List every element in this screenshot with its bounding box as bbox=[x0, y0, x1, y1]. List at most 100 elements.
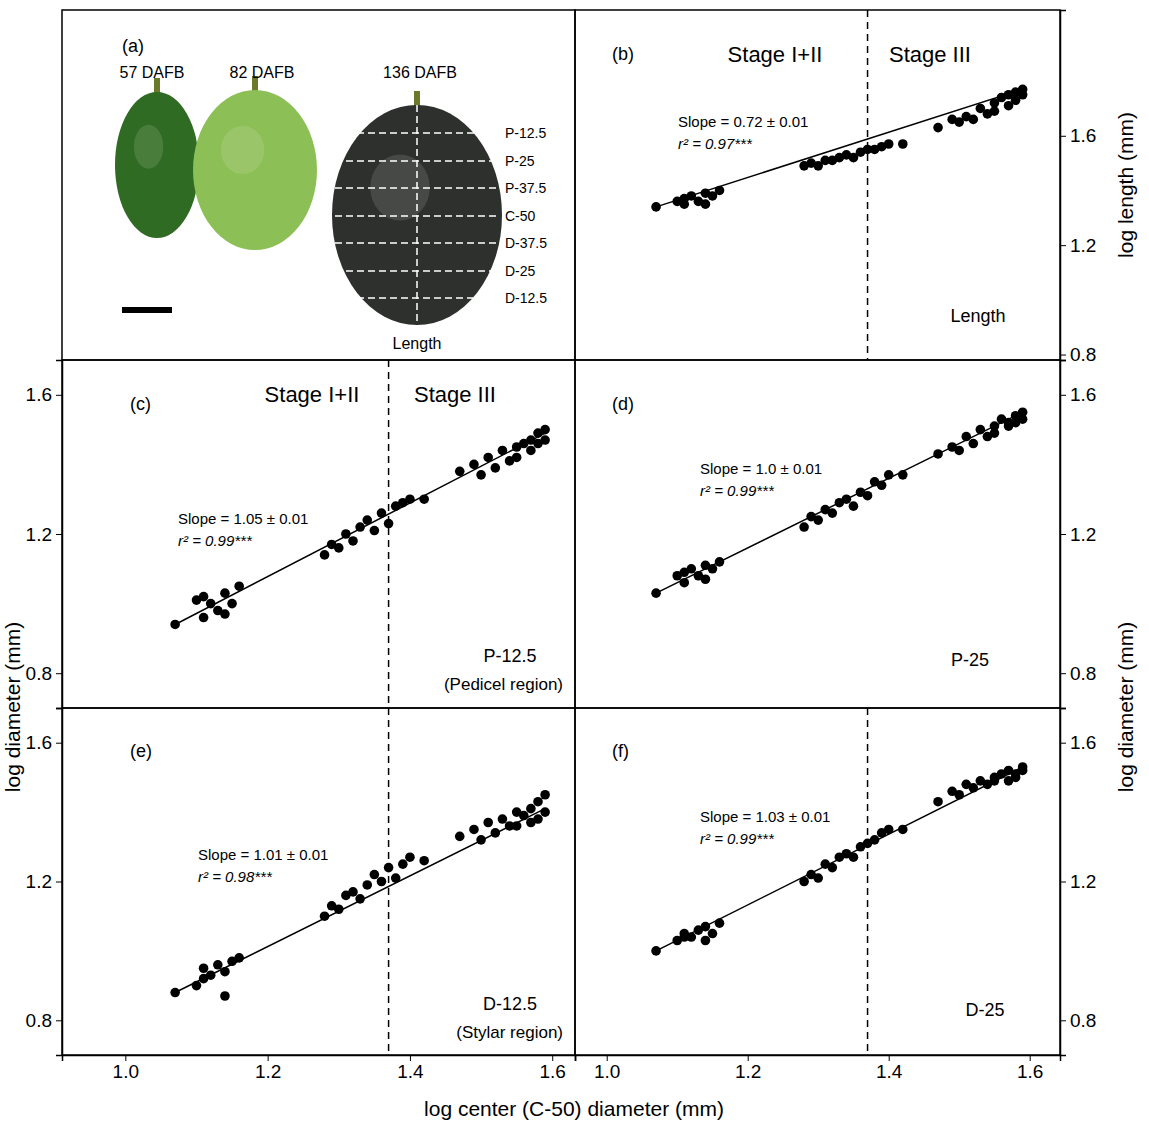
point bbox=[813, 515, 823, 525]
point bbox=[898, 470, 908, 480]
r2-text: r² = 0.97*** bbox=[678, 135, 753, 152]
point bbox=[976, 425, 986, 435]
point bbox=[483, 453, 493, 463]
y-tick-mark bbox=[56, 534, 62, 535]
point bbox=[870, 835, 880, 845]
point bbox=[526, 446, 536, 456]
y-tick: 1.6 bbox=[1060, 125, 1096, 146]
stage-boundary bbox=[388, 708, 390, 1055]
point bbox=[849, 852, 859, 862]
point bbox=[679, 199, 689, 209]
point bbox=[455, 832, 465, 842]
y-tick: 1.2 bbox=[26, 871, 62, 892]
point bbox=[701, 574, 711, 584]
y-tick-mark bbox=[1060, 1020, 1066, 1021]
point bbox=[990, 776, 1000, 786]
point bbox=[708, 929, 718, 939]
point bbox=[701, 199, 711, 209]
panel-label: (a) bbox=[122, 36, 144, 56]
panel-frame bbox=[62, 10, 575, 360]
fruit-caption: 57 DAFB bbox=[120, 64, 185, 81]
point bbox=[687, 932, 697, 942]
y-tick-mark bbox=[1060, 355, 1066, 356]
y-tick-label: 1.6 bbox=[1070, 732, 1096, 753]
fit-line bbox=[175, 433, 545, 624]
y-tick-label: 1.2 bbox=[1070, 524, 1096, 545]
point bbox=[405, 494, 415, 504]
point bbox=[220, 967, 230, 977]
y-tick-mark bbox=[1060, 882, 1066, 883]
point bbox=[708, 564, 718, 574]
x-tick: 1.2 bbox=[255, 1055, 281, 1082]
point bbox=[377, 508, 387, 518]
stage-label: Stage I+II bbox=[265, 382, 360, 407]
point bbox=[990, 428, 1000, 438]
panel-label: (f) bbox=[612, 741, 629, 761]
point bbox=[469, 460, 479, 470]
point bbox=[476, 470, 486, 480]
point bbox=[715, 186, 725, 196]
panel-title: Length bbox=[950, 306, 1005, 326]
y-tick-mark bbox=[56, 395, 62, 396]
y-axis-title: log diameter (mm) bbox=[1, 622, 24, 792]
point bbox=[968, 115, 978, 125]
y-tick-label: 1.2 bbox=[26, 871, 52, 892]
point bbox=[234, 581, 244, 591]
point bbox=[170, 988, 180, 998]
point bbox=[540, 425, 550, 435]
point bbox=[687, 564, 697, 574]
point bbox=[192, 981, 202, 991]
point bbox=[348, 536, 358, 546]
fruit bbox=[332, 105, 502, 325]
slope-text: Slope = 1.01 ± 0.01 bbox=[198, 846, 328, 863]
point bbox=[701, 922, 711, 932]
r2-text: r² = 0.98*** bbox=[198, 868, 273, 885]
x-tick: 1.0 bbox=[113, 1055, 139, 1082]
panel-title: D-12.5 bbox=[483, 994, 537, 1014]
y-tick-label: 1.2 bbox=[1070, 235, 1096, 256]
x-tick: 1.6 bbox=[540, 1055, 566, 1082]
panel-title: P-25 bbox=[951, 650, 989, 670]
point bbox=[1018, 414, 1028, 424]
x-tick-mark bbox=[552, 1055, 553, 1061]
x-tick-label: 1.2 bbox=[735, 1061, 761, 1082]
y-tick-mark bbox=[1060, 673, 1066, 674]
y-axis-title: log length (mm) bbox=[1114, 112, 1137, 258]
plot-marks bbox=[170, 360, 550, 708]
y-tick: 1.2 bbox=[1060, 524, 1096, 545]
y-tick: 0.8 bbox=[1060, 344, 1096, 365]
point bbox=[828, 863, 838, 873]
point bbox=[884, 470, 894, 480]
point bbox=[220, 991, 230, 1001]
plot-marks bbox=[651, 708, 1027, 1055]
points bbox=[651, 762, 1027, 956]
stage-label: Stage III bbox=[414, 382, 496, 407]
x-tick: 1.6 bbox=[1017, 1055, 1043, 1082]
plot-frame bbox=[62, 360, 575, 708]
panel-label: (d) bbox=[612, 394, 634, 414]
point bbox=[526, 804, 536, 814]
y-tick-mark bbox=[56, 743, 62, 744]
point bbox=[1018, 90, 1028, 100]
y-tick-mark bbox=[1060, 136, 1066, 137]
point bbox=[362, 515, 372, 525]
point bbox=[391, 873, 401, 883]
panel-subtitle: (Pedicel region) bbox=[444, 675, 563, 694]
point bbox=[199, 963, 209, 973]
y-axis-line bbox=[56, 361, 63, 709]
plot-frame bbox=[575, 10, 1060, 360]
point bbox=[384, 519, 394, 529]
x-tick-label: 1.6 bbox=[540, 1061, 566, 1082]
point bbox=[199, 592, 209, 602]
point bbox=[898, 825, 908, 835]
y-tick: 0.8 bbox=[26, 663, 62, 684]
point bbox=[968, 783, 978, 793]
x-axis-line bbox=[576, 1056, 1061, 1062]
point bbox=[419, 494, 429, 504]
point bbox=[651, 202, 661, 212]
point bbox=[799, 522, 809, 532]
point bbox=[455, 467, 465, 477]
y-tick: 1.6 bbox=[1060, 384, 1096, 405]
x-tick-mark bbox=[748, 1055, 749, 1061]
point bbox=[170, 620, 180, 630]
